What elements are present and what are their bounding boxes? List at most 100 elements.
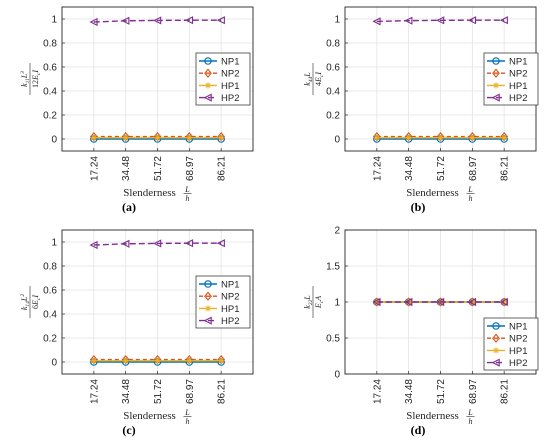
series-line-hp2	[93, 242, 222, 246]
x-axis-label: Slenderness Lh	[406, 185, 475, 203]
data-point-hp2	[89, 240, 98, 250]
x-axis-label: Slenderness Lh	[123, 185, 192, 203]
x-axis-label-text: Slenderness	[123, 187, 176, 199]
x-axis-label-den: h	[186, 194, 190, 203]
data-point-hp2	[467, 16, 477, 25]
legend-label-hp1: HP1	[221, 304, 239, 315]
x-tick-label: 86.21	[217, 156, 228, 181]
x-tick-label: 51.72	[153, 379, 164, 404]
x-tick-label: 68.97	[185, 156, 196, 181]
legend-marker-hp2	[491, 93, 500, 102]
legend-label-hp2: HP2	[509, 93, 527, 104]
legend-label-hp1: HP1	[509, 346, 527, 357]
y-tick-label: 1.5	[326, 262, 340, 273]
x-tick-label: 51.72	[436, 156, 447, 181]
data-point-hp1	[186, 357, 193, 364]
data-point-hp2	[216, 16, 225, 25]
y-axis-label-den: 6EcI	[31, 295, 42, 309]
series-line-hp2	[93, 19, 222, 23]
x-axis-label-text: Slenderness	[406, 187, 459, 199]
data-point-hp1	[500, 134, 508, 141]
data-point-hp2	[436, 16, 445, 25]
data-point-hp1	[154, 357, 161, 364]
data-point-hp2	[216, 239, 225, 248]
legend-label-np1: NP1	[509, 322, 527, 333]
legend-label-np2: NP2	[509, 69, 527, 80]
x-tick-label: 17.24	[372, 379, 383, 404]
x-tick-label: 17.24	[89, 379, 100, 404]
axes-box	[61, 229, 254, 375]
panel-label-b: (b)	[411, 200, 426, 214]
x-tick-label: 86.21	[217, 379, 228, 404]
x-tick-label: 68.97	[468, 379, 479, 404]
panel-c: 0 0.2 0.4 0.6 0.8 1 17.24 34.48 51.72 68.97 86.21 S…	[20, 229, 254, 426]
y-tick-label: 2	[334, 226, 340, 237]
data-point-hp2	[121, 16, 130, 25]
data-point-hp1	[217, 357, 225, 364]
legend-marker-hp1	[204, 82, 212, 89]
data-point-hp2	[372, 17, 381, 26]
data-point-hp1	[122, 357, 129, 364]
x-tick-label: 17.24	[372, 156, 383, 181]
y-tick-label: 0	[51, 135, 57, 146]
data-point-hp2	[404, 16, 413, 25]
x-tick-label: 86.21	[500, 156, 511, 181]
legend-marker-np1	[204, 57, 212, 65]
x-axis-label-num: L	[467, 185, 473, 194]
legend-marker-hp1	[492, 82, 500, 89]
data-point-hp1	[469, 134, 476, 141]
data-point-hp1	[90, 357, 98, 364]
data-point-np2	[436, 297, 445, 307]
data-point-hp1	[122, 134, 129, 141]
y-tick-label: 0	[334, 370, 340, 381]
data-point-np2	[372, 297, 381, 307]
data-point-np2	[500, 297, 509, 307]
data-point-hp1	[405, 134, 412, 141]
data-point-hp2	[467, 297, 477, 307]
x-tick-label: 51.72	[153, 156, 164, 181]
legend-label-np2: NP2	[509, 334, 527, 345]
y-axis-label-num: k11L3	[20, 71, 31, 87]
legend-label-hp2: HP2	[221, 316, 239, 327]
y-tick-label: 0.8	[43, 39, 57, 50]
axes-box	[61, 6, 254, 152]
data-point-hp2	[436, 297, 445, 307]
y-tick-label: 0.4	[43, 310, 57, 321]
y-tick-label: 0.6	[43, 63, 57, 74]
legend-marker-hp2	[203, 93, 212, 102]
legend-label-hp1: HP1	[221, 81, 239, 92]
data-point-hp2	[184, 16, 194, 25]
y-tick-label: 0.6	[43, 286, 57, 297]
y-axis-label-num: k22L	[303, 295, 314, 309]
y-tick-label: 0	[334, 135, 340, 146]
x-tick-label: 51.72	[436, 379, 447, 404]
x-tick-label: 68.97	[185, 379, 196, 404]
data-point-hp2	[404, 297, 413, 307]
panel-d: 0 0.5 1 1.5 2 17.24 34.48 51.72 68.97 86.21 Slende…	[303, 226, 539, 426]
data-point-hp1	[154, 134, 161, 141]
x-tick-label: 34.48	[121, 156, 132, 181]
x-tick-label: 17.24	[89, 156, 100, 181]
y-tick-label: 0.2	[43, 111, 57, 122]
data-point-hp2	[121, 239, 130, 248]
legend-marker-np1	[492, 322, 500, 330]
legend-marker-np2	[204, 291, 212, 301]
x-axis-label: Slenderness Lh	[123, 408, 192, 426]
data-point-np2	[404, 297, 413, 307]
legend-label-np2: NP2	[221, 292, 239, 303]
data-point-hp1	[373, 298, 381, 306]
y-tick-label: 0.6	[326, 63, 340, 74]
y-axis-label-den: 4EcI	[314, 72, 325, 86]
panel-b: 0 0.2 0.4 0.6 0.8 1 17.24 34.48 51.72 68.97 86.21 S…	[303, 6, 539, 203]
y-axis-label-num: k14L2	[20, 294, 31, 311]
data-point-hp1	[217, 134, 225, 141]
legend-label-hp2: HP2	[509, 358, 527, 369]
y-tick-label: 0.4	[326, 87, 340, 98]
legend-marker-np1	[204, 280, 212, 288]
x-axis-label-num: L	[184, 185, 190, 194]
x-axis-label-num: L	[184, 408, 190, 417]
